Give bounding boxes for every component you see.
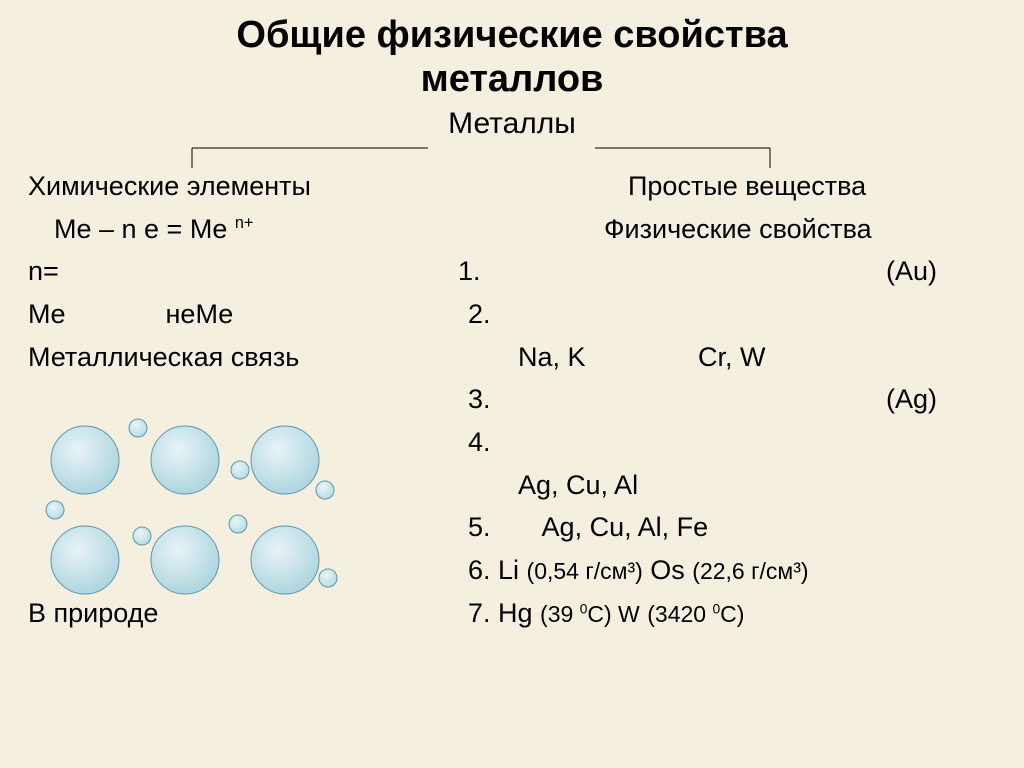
ionization-formula: Me – n e = Me n+ [28,208,484,251]
prop-row-2: 2. [458,293,996,336]
prop-row-6: 6. Li (0,54 г/см³) Os (22,6 г/см³) [458,549,996,592]
prop-row-4: 4. [458,421,996,464]
prop-row-7: 7. Hg (39 0C) W (3420 0C) [458,592,996,635]
num-1: 1. [458,250,498,293]
phys-props-label: Физические свойства [484,208,996,251]
n-equals: n= [28,250,458,293]
agcual-label: Ag, Cu, Al [458,464,996,507]
r6a: 6. Li [468,555,527,585]
electron-small [129,419,147,437]
left-branch-label: Химические элементы [28,165,458,208]
num-3: 3. [458,378,508,421]
r6b: (0,54 г/см³) [527,558,643,584]
r7b: (39 [540,601,580,627]
formula-sup: n+ [235,214,253,232]
atom-big [251,526,319,594]
prop-row-3: 3. (Ag) [458,378,996,421]
atom-big [51,426,119,494]
nak-label: Na, K [518,336,698,379]
r6c: Os [643,555,693,585]
atom-big [51,526,119,594]
formula-text: Me – n e = Me [54,214,235,244]
prop-row-5: 5. Ag, Cu, Al, Fe [458,506,996,549]
me-label: Me [28,293,158,336]
electron-small [231,461,249,479]
atom-big [151,426,219,494]
metallic-bond: Металлическая связь [28,336,458,379]
electron-small [46,501,64,519]
metallic-bond-diagram [30,410,370,620]
neme-label: неМе [166,299,234,329]
r7a: 7. Hg [468,598,540,628]
me-neme-row: Me неМе [28,293,458,336]
r7g: C) [720,601,744,627]
r6d: (22,6 г/см³) [692,558,808,584]
electron-small [316,481,334,499]
atom-big [251,426,319,494]
r7e: (3420 [647,601,712,627]
au-label: (Au) [886,250,996,293]
electron-small [133,527,151,545]
right-branch-label: Простые вещества [458,165,996,208]
ag-label: (Ag) [886,378,996,421]
crw-label: Cr, W [698,336,766,379]
prop-row-1: 1. (Au) [458,250,996,293]
electron-small [319,569,337,587]
r7d: C) W [587,601,639,627]
nak-crw-row: Na, K Cr, W [458,336,996,379]
atom-big [151,526,219,594]
electron-small [229,515,247,533]
